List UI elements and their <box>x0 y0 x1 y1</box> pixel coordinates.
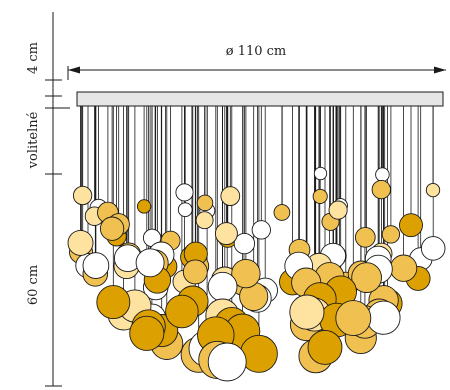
label-top-height: 4 cm <box>26 42 41 74</box>
pendant-ball <box>372 180 390 198</box>
pendant-ball <box>336 301 371 336</box>
label-diameter: ø 110 cm <box>226 44 287 59</box>
pendant-ball <box>176 184 193 201</box>
pendant-ball <box>183 260 207 284</box>
pendant-ball <box>314 167 326 179</box>
pendant-ball <box>390 255 416 281</box>
pendant-ball <box>274 205 290 221</box>
pendant-ball <box>83 253 109 279</box>
pendant-ball <box>426 183 439 196</box>
pendant-ball <box>197 195 213 211</box>
pendant-ball <box>329 201 347 219</box>
diameter-arrow-right <box>434 67 446 74</box>
pendant-ball <box>196 212 213 229</box>
vertical-dimension <box>45 12 70 386</box>
pendant-ball <box>68 230 93 255</box>
label-adjustable: volitelné <box>26 111 41 169</box>
pendant-ball <box>166 295 199 328</box>
pendant-ball <box>355 227 375 247</box>
pendant-ball <box>130 316 164 350</box>
pendant-balls <box>68 167 445 381</box>
pendant-ball <box>382 226 399 243</box>
pendant-ball <box>367 301 400 334</box>
pendant-ball <box>221 187 240 206</box>
pendant-ball <box>97 286 130 319</box>
pendant-ball <box>421 237 445 261</box>
ceiling-canopy <box>77 92 443 106</box>
diameter-dimension <box>68 66 446 80</box>
pendant-ball <box>73 186 91 204</box>
pendant-ball <box>208 272 237 301</box>
pendant-ball <box>313 189 327 203</box>
pendant-ball <box>136 249 164 277</box>
pendant-ball <box>400 214 423 237</box>
label-drop-height: 60 cm <box>26 265 41 305</box>
pendant-ball <box>208 343 246 381</box>
diameter-arrow-left <box>68 67 80 74</box>
pendant-ball <box>290 295 324 329</box>
pendant-ball <box>308 330 342 364</box>
pendant-ball <box>178 203 192 217</box>
pendant-ball <box>215 223 237 245</box>
pendant-ball <box>100 217 123 240</box>
pendant-ball <box>376 168 390 182</box>
pendant-ball <box>137 200 150 213</box>
pendant-ball <box>252 221 270 239</box>
